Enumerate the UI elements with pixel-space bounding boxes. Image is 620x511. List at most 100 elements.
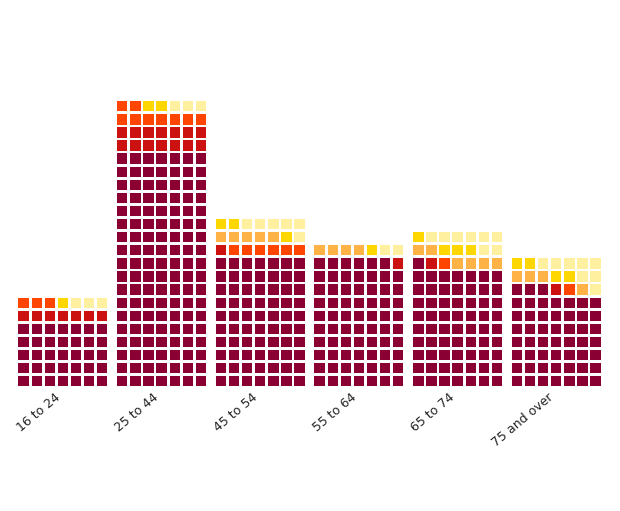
Bar xyxy=(280,257,291,269)
Bar xyxy=(524,284,535,295)
Bar xyxy=(143,140,154,151)
Bar xyxy=(327,349,338,360)
Bar xyxy=(143,362,154,374)
Bar xyxy=(340,284,351,295)
Bar xyxy=(280,231,291,242)
Bar xyxy=(314,257,325,269)
Bar xyxy=(96,296,107,308)
Bar xyxy=(215,270,226,282)
Bar xyxy=(280,284,291,295)
Bar xyxy=(143,349,154,360)
Bar xyxy=(379,349,391,360)
Bar xyxy=(537,284,549,295)
Bar xyxy=(353,362,364,374)
Bar xyxy=(116,296,128,308)
Bar xyxy=(116,244,128,256)
Bar xyxy=(267,323,278,334)
Bar xyxy=(477,323,489,334)
Bar xyxy=(254,310,265,321)
Bar xyxy=(464,244,476,256)
Bar xyxy=(425,296,436,308)
Bar xyxy=(293,257,305,269)
Bar xyxy=(228,231,239,242)
Bar xyxy=(563,362,575,374)
Bar xyxy=(438,231,450,242)
Bar xyxy=(412,336,423,347)
Bar xyxy=(254,336,265,347)
Bar xyxy=(143,231,154,242)
Bar xyxy=(241,310,252,321)
Bar xyxy=(327,270,338,282)
Bar xyxy=(280,349,291,360)
Bar xyxy=(169,323,180,334)
Bar xyxy=(228,284,239,295)
Bar xyxy=(241,362,252,374)
Bar xyxy=(195,310,206,321)
Bar xyxy=(577,257,588,269)
Bar xyxy=(129,113,141,125)
Bar xyxy=(156,336,167,347)
Bar xyxy=(412,375,423,386)
Bar xyxy=(195,270,206,282)
Bar xyxy=(293,375,305,386)
Bar xyxy=(228,362,239,374)
Bar xyxy=(327,284,338,295)
Bar xyxy=(314,244,325,256)
Bar xyxy=(96,362,107,374)
Bar xyxy=(116,179,128,190)
Bar xyxy=(43,336,55,347)
Bar xyxy=(267,349,278,360)
Bar xyxy=(451,231,463,242)
Bar xyxy=(590,349,601,360)
Bar xyxy=(280,296,291,308)
Bar xyxy=(215,257,226,269)
Bar xyxy=(156,231,167,242)
Bar xyxy=(327,362,338,374)
Bar xyxy=(451,362,463,374)
Bar xyxy=(577,284,588,295)
Bar xyxy=(425,244,436,256)
Bar xyxy=(96,310,107,321)
Bar xyxy=(314,296,325,308)
Bar xyxy=(195,375,206,386)
Bar xyxy=(129,205,141,216)
Bar xyxy=(511,375,522,386)
Bar xyxy=(83,310,94,321)
Bar xyxy=(366,257,377,269)
Bar xyxy=(293,231,305,242)
Bar xyxy=(314,349,325,360)
Bar xyxy=(537,375,549,386)
Bar xyxy=(228,323,239,334)
Bar xyxy=(267,244,278,256)
Bar xyxy=(464,231,476,242)
Bar xyxy=(425,362,436,374)
Bar xyxy=(314,323,325,334)
Bar xyxy=(156,362,167,374)
Bar xyxy=(524,296,535,308)
Bar xyxy=(83,323,94,334)
Bar xyxy=(116,166,128,177)
Bar xyxy=(464,362,476,374)
Bar xyxy=(182,205,193,216)
Bar xyxy=(438,244,450,256)
Bar xyxy=(392,257,404,269)
Bar xyxy=(524,270,535,282)
Bar xyxy=(215,323,226,334)
Bar xyxy=(267,270,278,282)
Bar xyxy=(143,166,154,177)
Bar xyxy=(425,349,436,360)
Bar xyxy=(379,375,391,386)
Bar xyxy=(438,284,450,295)
Bar xyxy=(228,336,239,347)
Bar xyxy=(96,375,107,386)
Bar xyxy=(195,192,206,203)
Bar xyxy=(143,152,154,164)
Bar xyxy=(129,166,141,177)
Bar xyxy=(182,218,193,229)
Bar xyxy=(43,296,55,308)
Bar xyxy=(129,231,141,242)
Bar xyxy=(116,323,128,334)
Bar xyxy=(17,296,29,308)
Bar xyxy=(70,362,81,374)
Bar xyxy=(590,336,601,347)
